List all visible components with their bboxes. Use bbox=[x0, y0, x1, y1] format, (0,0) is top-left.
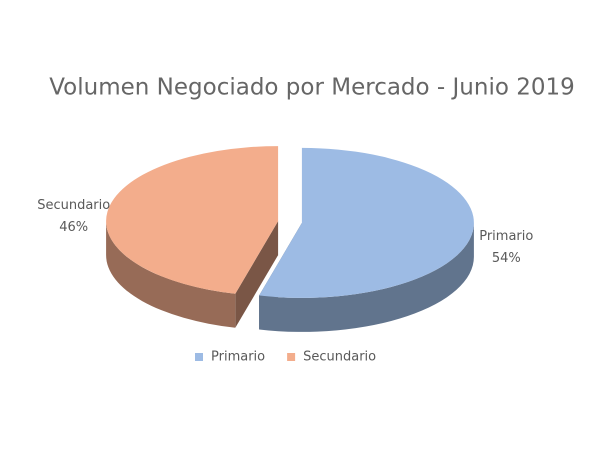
slice-cut-face bbox=[235, 221, 279, 328]
legend-swatch bbox=[195, 353, 203, 361]
data-label-name: Primario bbox=[479, 229, 533, 244]
legend-swatch bbox=[287, 353, 296, 361]
legend-label: Secundario bbox=[303, 350, 376, 365]
data-label-value: 46% bbox=[59, 220, 88, 235]
chart-title: Volumen Negociado por Mercado - Junio 20… bbox=[49, 75, 575, 101]
slice-top bbox=[259, 147, 474, 298]
data-label-name: Secundario bbox=[37, 198, 110, 213]
slice-side bbox=[259, 222, 474, 332]
legend-label: Primario bbox=[211, 350, 265, 365]
pie-slice bbox=[106, 146, 279, 328]
data-label-value: 54% bbox=[492, 251, 521, 266]
slice-top bbox=[106, 146, 279, 294]
pie-slice bbox=[259, 147, 474, 332]
slice-side bbox=[106, 221, 236, 328]
